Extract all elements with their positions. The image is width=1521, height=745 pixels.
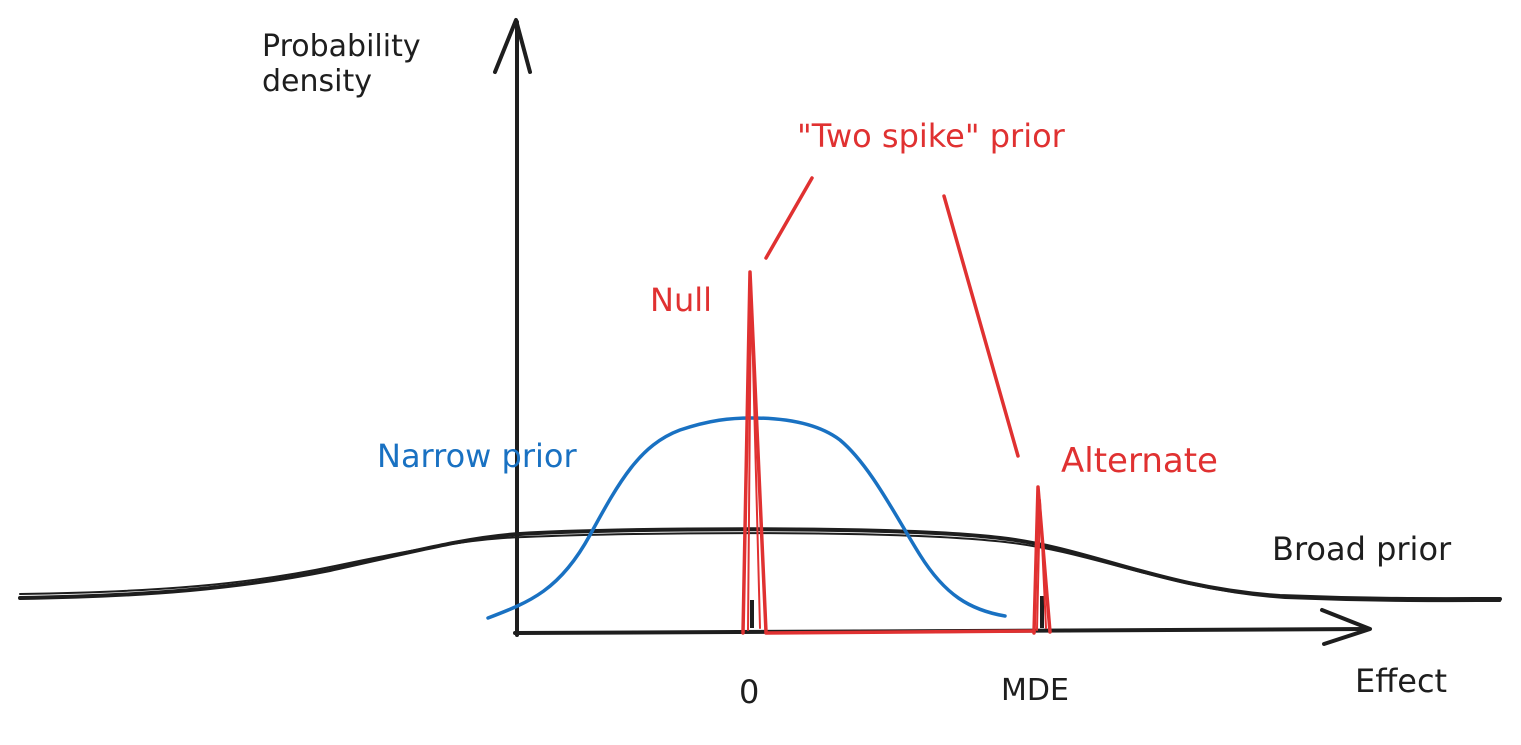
narrow-prior-curve: [486, 416, 1007, 620]
alternate-spike: [1032, 485, 1052, 635]
pointer-line-null: [764, 176, 814, 260]
broad-prior-curve: [18, 527, 1502, 602]
y-axis-label: Probability density: [262, 29, 421, 99]
y-axis-arrowhead: [493, 18, 532, 74]
broad-prior-curve-sketch: [19, 532, 1501, 603]
null-label: Null: [650, 281, 712, 319]
pointer-line-alternate: [942, 194, 1020, 458]
two-spike-baseline: [764, 629, 1036, 635]
tick-label-mde: MDE: [1001, 673, 1069, 708]
x-axis-arrowhead: [1320, 608, 1372, 646]
narrow-prior-label: Narrow prior: [377, 437, 577, 475]
alternate-label: Alternate: [1061, 441, 1218, 481]
y-axis: [493, 18, 532, 637]
broad-prior-label: Broad prior: [1272, 530, 1452, 568]
null-spike: [741, 270, 768, 635]
tick-label-zero: 0: [739, 673, 760, 711]
two-spike-prior-label: "Two spike" prior: [797, 117, 1065, 155]
alternate-spike-sketch: [1036, 499, 1047, 631]
null-spike-sketch: [747, 284, 761, 631]
x-axis-label: Effect: [1355, 662, 1448, 700]
y-axis-label-line-1: Probability: [262, 29, 421, 64]
x-axis: [513, 608, 1372, 646]
y-axis-label-line-2: density: [262, 63, 372, 99]
two-spike-prior: [741, 176, 1052, 635]
